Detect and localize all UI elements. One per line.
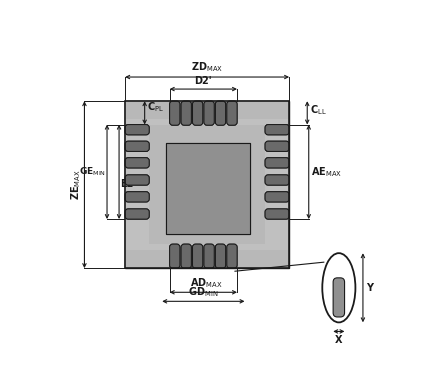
FancyBboxPatch shape (215, 101, 225, 125)
Text: C$_{\mathsf{PL}}$: C$_{\mathsf{PL}}$ (147, 100, 164, 114)
Bar (125, 101, 289, 125)
Bar (165, 143, 250, 233)
FancyBboxPatch shape (181, 101, 191, 125)
FancyBboxPatch shape (215, 244, 225, 268)
Bar (264, 125, 289, 244)
FancyBboxPatch shape (204, 101, 214, 125)
FancyBboxPatch shape (264, 141, 289, 151)
Text: ZD$_{\mathsf{MAX}}$: ZD$_{\mathsf{MAX}}$ (191, 60, 223, 74)
FancyBboxPatch shape (192, 244, 202, 268)
FancyBboxPatch shape (181, 101, 191, 125)
FancyBboxPatch shape (204, 244, 214, 268)
Bar (125, 101, 289, 268)
FancyBboxPatch shape (192, 101, 202, 125)
FancyBboxPatch shape (125, 158, 149, 168)
FancyBboxPatch shape (125, 158, 149, 168)
Text: Y: Y (365, 283, 372, 293)
FancyBboxPatch shape (181, 244, 191, 268)
Bar (125, 244, 289, 250)
Text: C$_{\mathsf{LL}}$: C$_{\mathsf{LL}}$ (309, 103, 326, 117)
Text: GD$_{\mathsf{MIN}}$: GD$_{\mathsf{MIN}}$ (187, 285, 218, 299)
Text: AD$_{\mathsf{MAX}}$: AD$_{\mathsf{MAX}}$ (190, 276, 222, 290)
FancyBboxPatch shape (264, 175, 289, 185)
FancyBboxPatch shape (169, 244, 180, 268)
Bar (165, 143, 250, 233)
FancyBboxPatch shape (125, 125, 149, 135)
FancyBboxPatch shape (264, 158, 289, 168)
FancyBboxPatch shape (181, 244, 191, 268)
FancyBboxPatch shape (125, 209, 149, 219)
FancyBboxPatch shape (169, 101, 180, 125)
FancyBboxPatch shape (169, 244, 180, 268)
FancyBboxPatch shape (125, 141, 149, 151)
Text: ZE$_{\mathsf{MAX}}$: ZE$_{\mathsf{MAX}}$ (69, 169, 83, 200)
Text: GE$_{\mathsf{MIN}}$: GE$_{\mathsf{MIN}}$ (79, 166, 106, 178)
Bar (125, 119, 289, 125)
FancyBboxPatch shape (264, 192, 289, 202)
Text: E2': E2' (120, 179, 136, 189)
FancyBboxPatch shape (192, 101, 202, 125)
FancyBboxPatch shape (226, 244, 237, 268)
FancyBboxPatch shape (264, 158, 289, 168)
FancyBboxPatch shape (125, 192, 149, 202)
Bar (125, 101, 289, 268)
Bar (125, 244, 289, 268)
FancyBboxPatch shape (215, 101, 225, 125)
FancyBboxPatch shape (264, 125, 289, 135)
FancyBboxPatch shape (125, 209, 149, 219)
FancyBboxPatch shape (264, 175, 289, 185)
FancyBboxPatch shape (125, 175, 149, 185)
FancyBboxPatch shape (264, 209, 289, 219)
FancyBboxPatch shape (215, 244, 225, 268)
FancyBboxPatch shape (332, 278, 344, 317)
FancyBboxPatch shape (125, 175, 149, 185)
FancyBboxPatch shape (204, 244, 214, 268)
Bar (125, 125, 149, 244)
FancyBboxPatch shape (264, 209, 289, 219)
FancyBboxPatch shape (226, 244, 237, 268)
FancyBboxPatch shape (264, 192, 289, 202)
FancyBboxPatch shape (169, 101, 180, 125)
Text: X: X (334, 335, 342, 345)
FancyBboxPatch shape (204, 101, 214, 125)
Ellipse shape (322, 253, 355, 323)
FancyBboxPatch shape (192, 244, 202, 268)
FancyBboxPatch shape (226, 101, 237, 125)
FancyBboxPatch shape (125, 125, 149, 135)
Text: AE$_{\mathsf{MAX}}$: AE$_{\mathsf{MAX}}$ (310, 165, 342, 179)
FancyBboxPatch shape (125, 141, 149, 151)
FancyBboxPatch shape (264, 141, 289, 151)
FancyBboxPatch shape (125, 192, 149, 202)
FancyBboxPatch shape (264, 125, 289, 135)
Text: D2': D2' (194, 76, 212, 86)
FancyBboxPatch shape (226, 101, 237, 125)
